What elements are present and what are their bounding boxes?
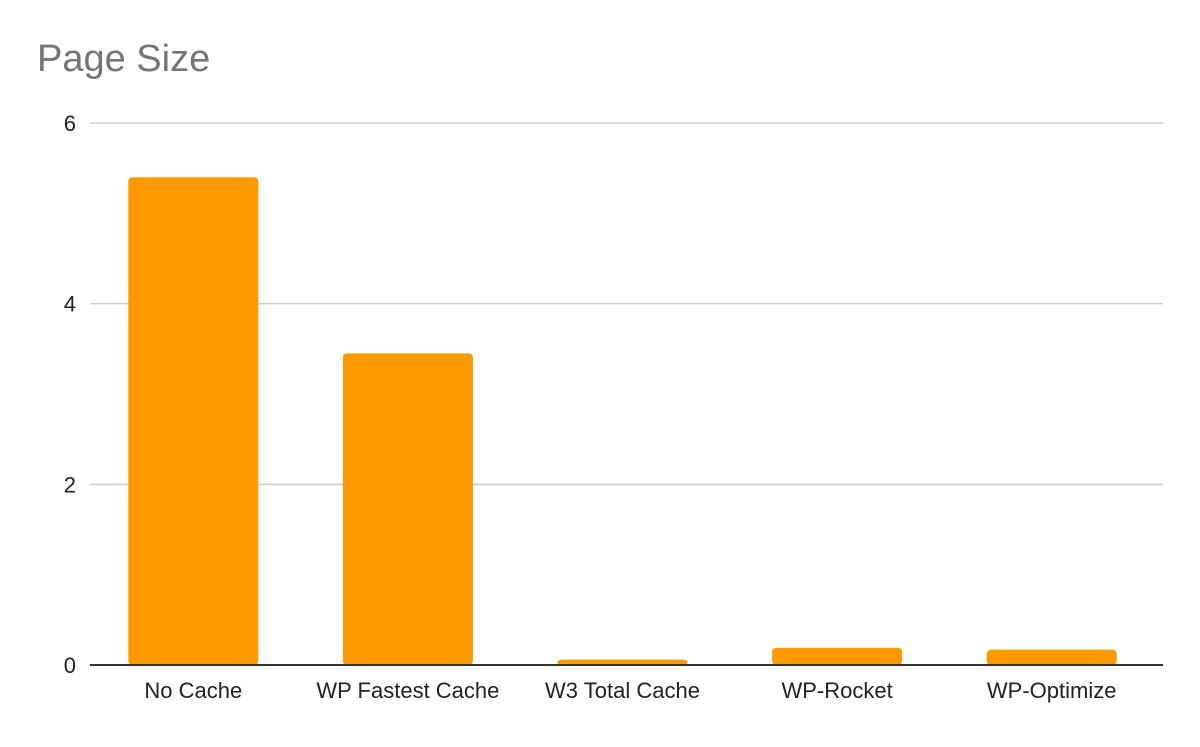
x-tick-label-no-cache: No Cache: [144, 678, 242, 703]
x-tick-label-wp-fastest-cache: WP Fastest Cache: [316, 678, 499, 703]
bar-wp-rocket: [772, 647, 903, 665]
bar-no-cache: [128, 177, 259, 665]
bar-w3-total-cache: [557, 659, 688, 665]
x-tick-label-wp-rocket: WP-Rocket: [781, 678, 892, 703]
x-tick-label-wp-optimize: WP-Optimize: [987, 678, 1117, 703]
chart-title: Page Size: [37, 38, 211, 80]
bar-wp-optimize: [986, 649, 1117, 665]
y-tick-label-0: 0: [64, 653, 76, 678]
y-tick-label-2: 2: [64, 472, 76, 497]
y-tick-label-4: 4: [64, 292, 76, 317]
bar-wp-fastest-cache: [342, 353, 473, 665]
x-tick-label-w3-total-cache: W3 Total Cache: [545, 678, 700, 703]
y-tick-label-6: 6: [64, 111, 76, 136]
